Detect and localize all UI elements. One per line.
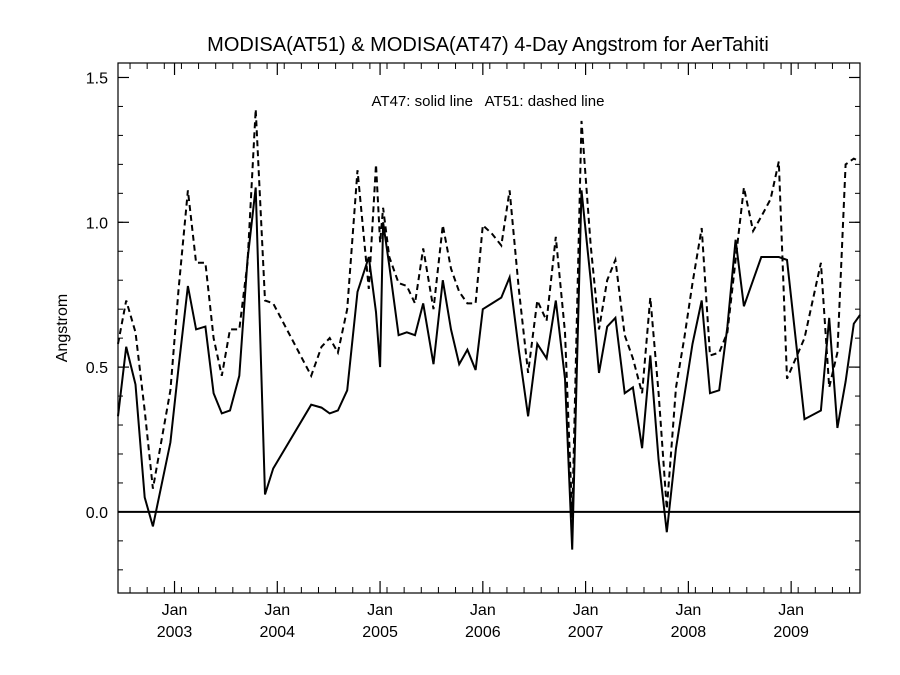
y-axis-label: Angstrom — [54, 294, 71, 362]
y-tick-label: 0.0 — [86, 505, 108, 522]
series-lines — [117, 109, 861, 550]
x-tick-year-label: 2005 — [362, 624, 398, 641]
x-tick-year-label: 2008 — [671, 624, 707, 641]
x-tick-year-label: 2003 — [157, 624, 193, 641]
series-at51-line — [117, 109, 861, 518]
x-tick-month-label: Jan — [264, 602, 290, 619]
x-tick-month-label: Jan — [573, 602, 599, 619]
y-tick-label: 0.5 — [86, 360, 108, 377]
y-tick-label: 1.5 — [86, 70, 108, 87]
chart-title: MODISA(AT51) & MODISA(AT47) 4-Day Angstr… — [207, 34, 769, 56]
x-tick-year-label: 2007 — [568, 624, 604, 641]
plot-frame — [117, 62, 861, 594]
y-tick-label: 1.0 — [86, 215, 108, 232]
series-annotation: AT47: solid line AT51: dashed line — [372, 93, 605, 110]
x-tick-month-label: Jan — [778, 602, 804, 619]
x-tick-month-label: Jan — [367, 602, 393, 619]
axes: 0.0 0.5 1.0 1.5 Jan 2003 Jan 2004 Jan 2005 Jan 2006… — [86, 63, 860, 641]
x-tick-year-label: 2009 — [773, 624, 809, 641]
x-tick-year-label: 2006 — [465, 624, 501, 641]
series-at47-line — [117, 187, 861, 550]
x-tick-month-label: Jan — [675, 602, 701, 619]
x-tick-month-label: Jan — [470, 602, 496, 619]
x-tick-year-label: 2004 — [259, 624, 295, 641]
x-tick-month-label: Jan — [162, 602, 188, 619]
